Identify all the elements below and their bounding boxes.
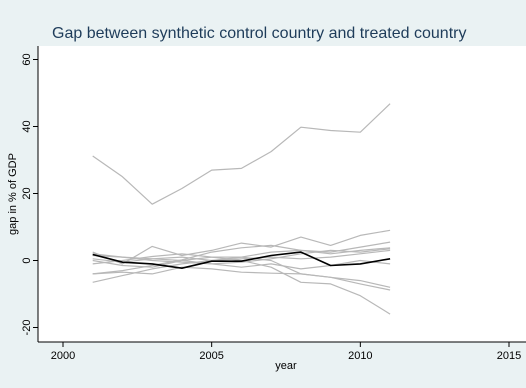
x-tick-label: 2015	[497, 350, 521, 362]
placebo-line	[92, 103, 391, 205]
placebo-line	[92, 266, 391, 288]
y-tick-label: 0	[21, 257, 33, 263]
x-axis: 2000 2005 2010 2015	[38, 341, 526, 362]
y-tick-label: 40	[21, 120, 33, 132]
y-axis-label: gap in % of GDP	[7, 153, 19, 235]
x-tick-label: 2010	[348, 350, 372, 362]
placebo-line	[92, 229, 391, 265]
plot-area	[38, 46, 526, 342]
y-axis: -20 0 20 40 60	[21, 46, 39, 342]
x-tick-label: 2000	[51, 350, 75, 362]
x-tick-label: 2005	[199, 350, 223, 362]
treated-line	[92, 251, 391, 270]
placebo-line	[92, 256, 391, 291]
placebo-line	[92, 253, 391, 270]
y-tick-label: 60	[21, 53, 33, 65]
chart-title: Gap between synthetic control country an…	[52, 25, 466, 42]
y-tick-label: -20	[21, 320, 33, 336]
y-tick-label: 20	[21, 187, 33, 199]
x-axis-label: year	[275, 360, 297, 372]
series-lines	[92, 103, 391, 315]
placebo-line	[92, 248, 391, 265]
